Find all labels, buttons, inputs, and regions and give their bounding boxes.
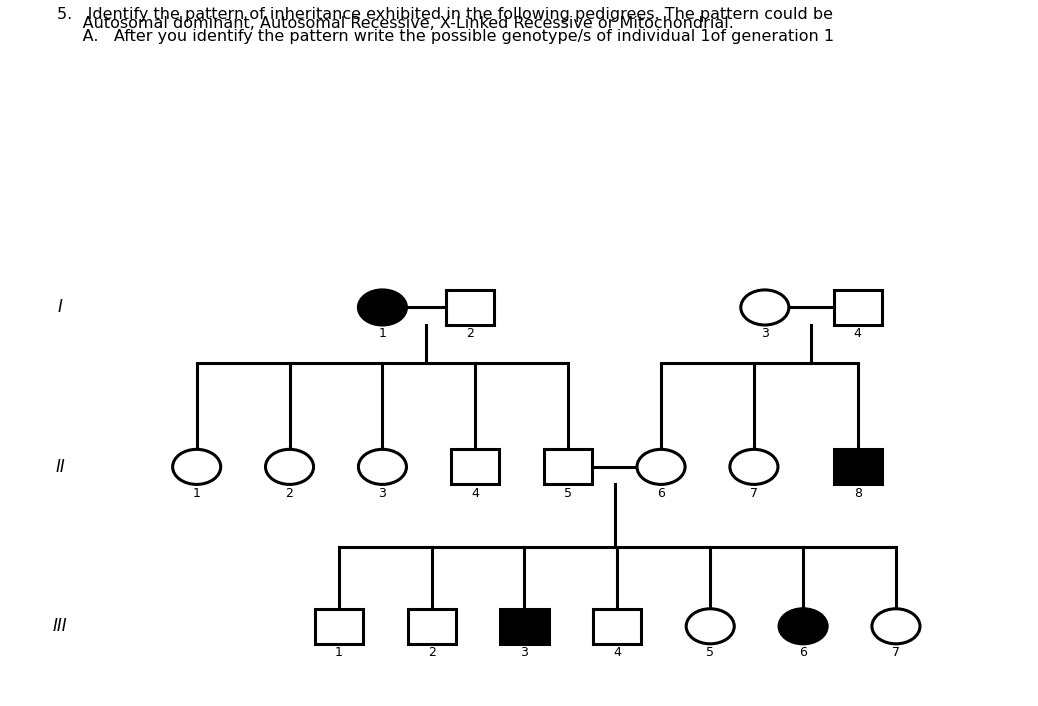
Text: 4: 4 xyxy=(613,646,622,659)
Text: 3: 3 xyxy=(761,328,769,340)
Text: 2: 2 xyxy=(428,646,436,659)
Bar xyxy=(594,609,641,644)
Bar xyxy=(315,609,362,644)
Text: 2: 2 xyxy=(466,328,473,340)
Text: Autosomal dominant, Autosomal Recessive, X-Linked Recessive or Mitochondrial.: Autosomal dominant, Autosomal Recessive,… xyxy=(57,16,734,31)
Text: 7: 7 xyxy=(892,646,900,659)
Bar xyxy=(408,609,456,644)
Text: 1: 1 xyxy=(335,646,343,659)
Text: 1: 1 xyxy=(379,328,386,340)
Text: 7: 7 xyxy=(749,486,758,500)
Text: 2: 2 xyxy=(285,486,294,500)
Circle shape xyxy=(741,290,789,325)
Text: 3: 3 xyxy=(379,486,386,500)
Text: 4: 4 xyxy=(471,486,480,500)
Bar xyxy=(452,449,499,484)
Bar xyxy=(445,290,494,325)
Bar xyxy=(500,609,548,644)
Text: 5: 5 xyxy=(706,646,714,659)
Circle shape xyxy=(686,609,734,644)
Text: 6: 6 xyxy=(657,486,665,500)
Text: A.   After you identify the pattern write the possible genotype/s of individual : A. After you identify the pattern write … xyxy=(57,30,835,44)
Circle shape xyxy=(358,449,407,484)
Circle shape xyxy=(358,290,407,325)
Text: 8: 8 xyxy=(853,486,862,500)
Text: II: II xyxy=(55,458,65,476)
Bar xyxy=(834,449,881,484)
Text: 5.   Identify the pattern of inheritance exhibited in the following pedigrees. T: 5. Identify the pattern of inheritance e… xyxy=(57,7,834,22)
Text: 5: 5 xyxy=(565,486,572,500)
Text: 4: 4 xyxy=(854,328,862,340)
Bar xyxy=(834,290,881,325)
Text: 1: 1 xyxy=(193,486,200,500)
Circle shape xyxy=(872,609,920,644)
Text: 6: 6 xyxy=(799,646,807,659)
Text: III: III xyxy=(53,617,67,635)
Bar xyxy=(544,449,593,484)
Circle shape xyxy=(266,449,313,484)
Text: 3: 3 xyxy=(520,646,528,659)
Circle shape xyxy=(780,609,827,644)
Circle shape xyxy=(730,449,777,484)
Circle shape xyxy=(172,449,221,484)
Text: I: I xyxy=(58,299,62,316)
Circle shape xyxy=(637,449,685,484)
